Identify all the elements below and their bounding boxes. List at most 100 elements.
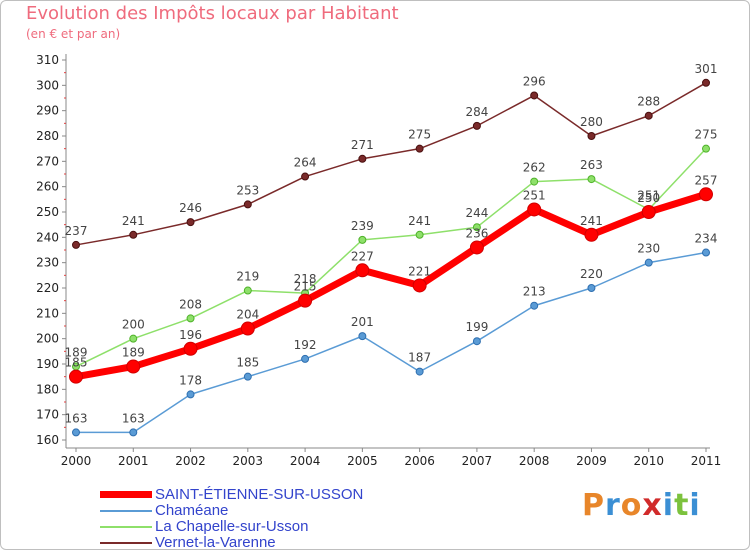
data-point	[243, 286, 252, 295]
data-label: 296	[523, 74, 546, 88]
x-tick-label: 2005	[347, 454, 378, 468]
data-label: 196	[179, 328, 202, 342]
data-point	[584, 227, 599, 242]
data-point	[301, 354, 310, 363]
data-label: 220	[580, 267, 603, 281]
data-label: 187	[408, 351, 431, 365]
data-label: 192	[294, 338, 317, 352]
data-point	[358, 235, 367, 244]
x-tick-label: 2006	[404, 454, 435, 468]
data-point	[412, 278, 427, 293]
data-label: 271	[351, 138, 374, 152]
y-tick-label: 230	[36, 256, 59, 270]
data-point	[129, 334, 138, 343]
data-point	[530, 301, 539, 310]
legend-label: La Chapelle-sur-Usson	[155, 518, 309, 535]
data-point	[702, 248, 710, 257]
data-label: 227	[351, 249, 374, 263]
legend-swatch	[100, 526, 152, 528]
x-tick-label: 2011	[691, 454, 722, 468]
data-point	[472, 223, 481, 232]
y-tick-label: 210	[36, 306, 59, 320]
series-line	[75, 82, 707, 246]
data-label: 280	[580, 115, 603, 129]
data-label: 163	[122, 411, 145, 425]
data-label: 221	[408, 264, 431, 278]
logo-letter: r	[605, 488, 621, 523]
data-point	[644, 258, 653, 267]
data-point	[415, 367, 424, 376]
x-tick-label: 2009	[576, 454, 607, 468]
data-label: 241	[580, 214, 603, 228]
logo-letter: t	[674, 488, 690, 523]
x-tick-label: 2010	[633, 454, 664, 468]
proxiti-logo: Proxiti	[582, 488, 701, 523]
legend-label: SAINT-ÉTIENNE-SUR-USSON	[155, 486, 364, 503]
data-label: 213	[523, 285, 546, 299]
data-point	[243, 200, 252, 209]
y-tick-label: 220	[36, 281, 59, 295]
data-point	[415, 144, 424, 153]
data-label: 219	[236, 270, 259, 284]
data-label: 239	[351, 219, 374, 233]
data-label: 251	[637, 188, 660, 202]
data-point	[72, 428, 80, 437]
y-tick-label: 240	[36, 230, 59, 244]
data-label: 163	[65, 411, 88, 425]
line-chart: 160 170 180 190 200 210 220 230 240 250 260 270 280 2…	[36, 53, 722, 468]
data-label: 201	[351, 315, 374, 329]
legend-swatch	[100, 491, 152, 498]
logo-letter: P	[582, 488, 605, 523]
data-point	[702, 144, 710, 153]
series-line	[75, 251, 707, 434]
data-point	[129, 428, 138, 437]
data-label: 251	[523, 188, 546, 202]
x-tick-label: 2004	[290, 454, 321, 468]
data-label: 200	[122, 318, 145, 332]
data-point	[126, 359, 141, 374]
legend-swatch	[100, 542, 152, 544]
logo-letter: i	[662, 488, 675, 523]
data-point	[69, 369, 83, 384]
data-point	[183, 341, 198, 356]
data-label: 204	[236, 308, 259, 322]
data-point	[301, 172, 310, 181]
data-label: 301	[695, 62, 718, 76]
data-label: 199	[465, 320, 488, 334]
data-label: 246	[179, 201, 202, 215]
data-point	[186, 218, 195, 227]
x-tick-label: 2002	[175, 454, 206, 468]
series-line	[72, 190, 710, 381]
data-label: 250	[637, 191, 660, 205]
y-tick-label: 200	[36, 332, 59, 346]
data-point	[240, 321, 255, 336]
data-point	[702, 78, 710, 87]
data-point	[530, 177, 539, 186]
y-tick-label: 180	[36, 382, 59, 396]
data-label: 236	[465, 226, 488, 240]
data-label: 241	[122, 214, 145, 228]
data-label: 264	[294, 156, 317, 170]
data-label: 189	[122, 346, 145, 360]
data-point	[587, 284, 596, 292]
data-label: 241	[408, 214, 431, 228]
data-point	[298, 293, 313, 308]
data-label: 208	[179, 297, 202, 311]
x-tick-label: 2008	[519, 454, 550, 468]
chart-subtitle: (en € et par an)	[26, 27, 121, 41]
y-tick-label: 160	[36, 433, 59, 447]
data-label: 237	[65, 224, 88, 238]
y-tick-label: 300	[36, 78, 59, 92]
data-point	[527, 202, 542, 217]
chart-title: Evolution des Impôts locaux par Habitant	[26, 3, 399, 24]
y-tick-label: 190	[36, 357, 59, 371]
y-tick-label: 250	[36, 205, 59, 219]
data-point	[587, 175, 596, 184]
logo-letter: x	[642, 488, 663, 523]
data-point	[358, 154, 367, 163]
data-point	[472, 121, 481, 130]
legend-label: Chaméane	[155, 502, 229, 519]
y-tick-label: 260	[36, 180, 59, 194]
data-point	[699, 187, 713, 202]
data-label: 234	[695, 232, 718, 246]
